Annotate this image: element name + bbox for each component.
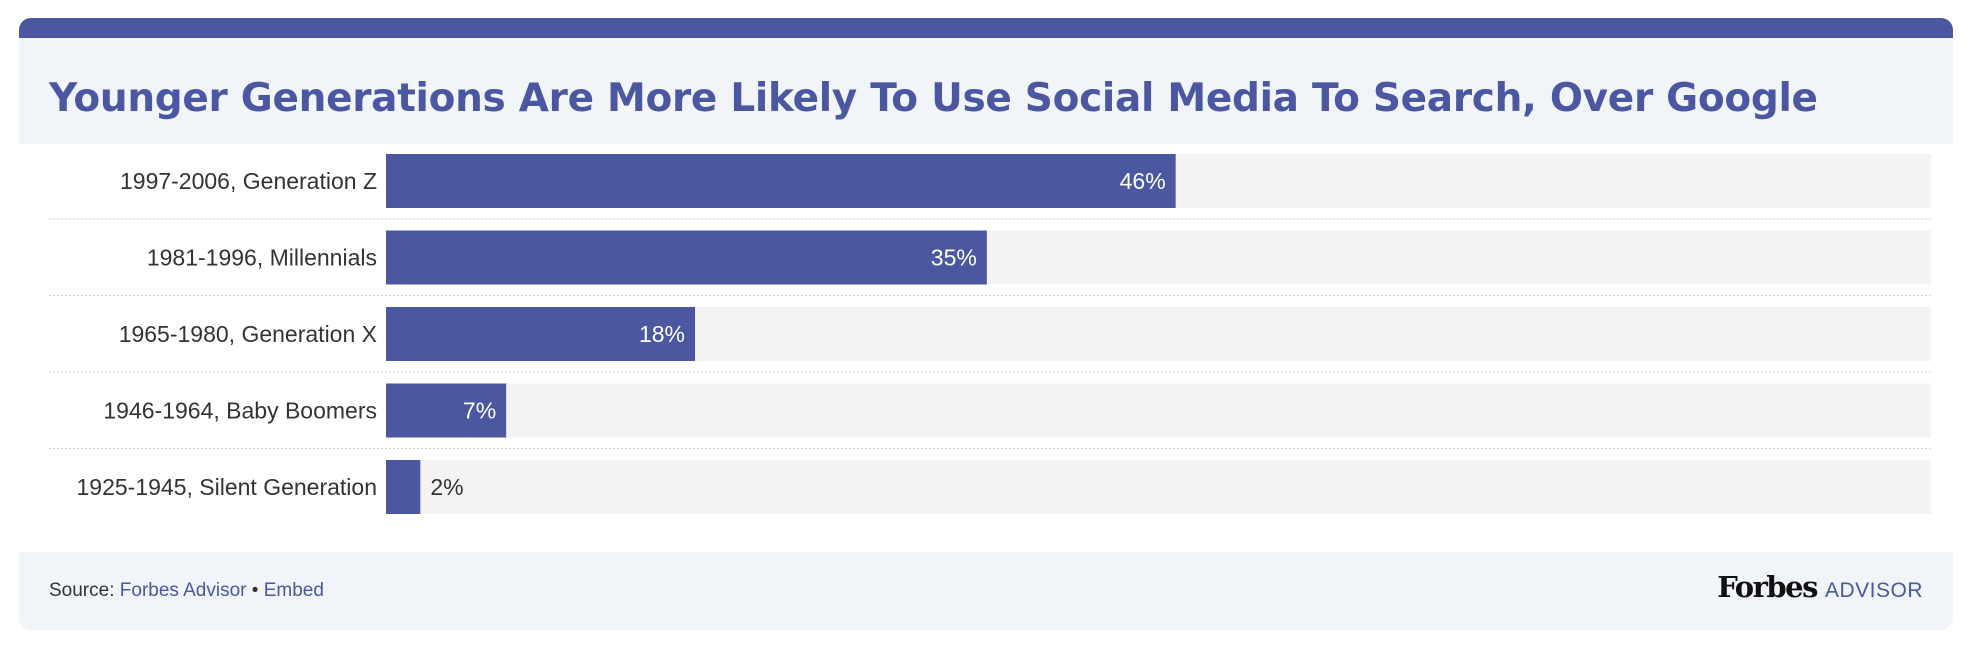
value-label: 35%	[931, 245, 977, 271]
bar	[386, 460, 421, 514]
bar-chart: 1997-2006, Generation Z 46% 1981-1996, Mil…	[19, 144, 1953, 552]
brand-sub: ADVISOR	[1824, 579, 1923, 602]
category-label: 1946-1964, Baby Boomers	[103, 398, 377, 424]
bar	[386, 230, 987, 285]
bar	[386, 154, 1176, 208]
bar	[386, 307, 695, 361]
chart-footer: Source: Forbes Advisor • Embed Forbes ADV…	[19, 552, 1953, 630]
category-label: 1925-1945, Silent Generation	[77, 474, 378, 500]
chart-header: Younger Generations Are More Likely To U…	[19, 38, 1953, 144]
chart-title: Younger Generations Are More Likely To U…	[49, 76, 1818, 121]
value-label: 2%	[430, 474, 463, 500]
bar-track	[386, 383, 1931, 438]
forbes-advisor-logo: Forbes ADVISOR	[1717, 570, 1923, 604]
source-line: Source: Forbes Advisor • Embed	[49, 580, 324, 602]
bar	[386, 383, 507, 438]
category-label: 1981-1996, Millennials	[147, 245, 377, 271]
embed-link[interactable]: Embed	[263, 580, 324, 601]
bar-chart-svg: 1997-2006, Generation Z 46% 1981-1996, Mil…	[49, 154, 1931, 514]
bar-track	[386, 460, 1931, 514]
source-prefix: Source:	[49, 580, 120, 601]
value-label: 7%	[463, 398, 496, 424]
source-separator: •	[246, 580, 264, 601]
category-label: 1997-2006, Generation Z	[120, 168, 377, 194]
brand-name: Forbes	[1717, 570, 1818, 604]
value-label: 18%	[639, 321, 685, 347]
chart-card: Younger Generations Are More Likely To U…	[19, 18, 1953, 630]
source-link[interactable]: Forbes Advisor	[119, 580, 247, 601]
accent-bar	[19, 18, 1953, 38]
value-label: 46%	[1120, 168, 1166, 194]
category-label: 1965-1980, Generation X	[119, 321, 377, 347]
